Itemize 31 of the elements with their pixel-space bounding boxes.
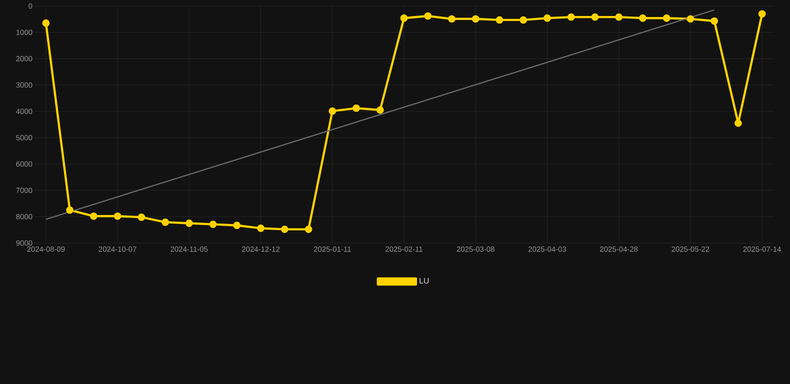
point bbox=[686, 15, 694, 23]
point bbox=[114, 212, 122, 220]
point bbox=[710, 17, 718, 25]
point bbox=[400, 14, 408, 22]
point bbox=[352, 104, 360, 112]
point bbox=[472, 15, 480, 23]
point bbox=[520, 16, 528, 24]
point bbox=[639, 14, 646, 22]
point bbox=[209, 220, 217, 228]
point bbox=[90, 212, 98, 220]
point bbox=[615, 13, 623, 21]
point bbox=[280, 226, 288, 234]
point bbox=[185, 220, 193, 227]
point bbox=[448, 15, 456, 23]
point bbox=[424, 12, 432, 20]
point bbox=[42, 19, 50, 27]
point bbox=[567, 13, 575, 21]
point bbox=[758, 10, 766, 18]
point bbox=[662, 14, 670, 22]
point bbox=[138, 213, 146, 221]
point bbox=[233, 222, 241, 230]
point bbox=[496, 16, 504, 24]
point bbox=[544, 14, 551, 22]
point bbox=[376, 106, 384, 114]
point bbox=[328, 107, 336, 115]
point bbox=[257, 224, 264, 232]
point bbox=[162, 218, 169, 226]
point bbox=[304, 226, 312, 234]
point bbox=[66, 206, 74, 214]
point bbox=[591, 13, 599, 21]
point bbox=[734, 119, 742, 127]
